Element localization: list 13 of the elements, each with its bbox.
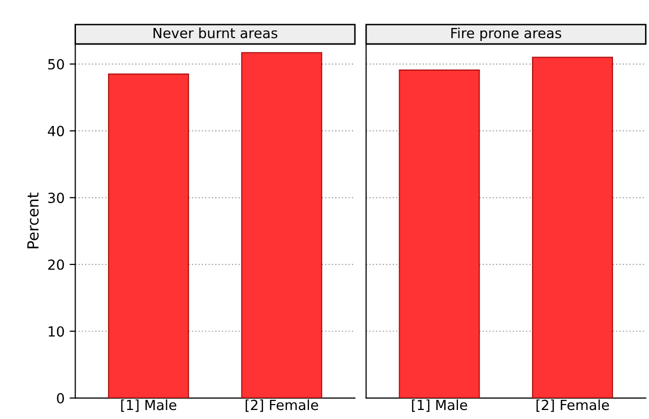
y-tick-label: 20 [48, 259, 64, 270]
x-tick-label: [1] Male [121, 399, 176, 412]
y-tick-label: 40 [48, 126, 64, 136]
y-tick-label: 0 [56, 393, 64, 404]
x-tick-label: [2] Female [246, 399, 318, 412]
chart-title: Fire prone areas [451, 28, 562, 41]
x-tick-label: [2] Female [536, 399, 609, 412]
y-tick-label: 30 [48, 192, 64, 204]
chart-title: Never burnt areas [154, 28, 278, 38]
y-tick-label: 50 [48, 59, 64, 70]
x-tick-label: [1] Male [412, 399, 468, 412]
y-axis-title: Percent [27, 192, 39, 248]
y-tick-label: 10 [48, 326, 64, 337]
